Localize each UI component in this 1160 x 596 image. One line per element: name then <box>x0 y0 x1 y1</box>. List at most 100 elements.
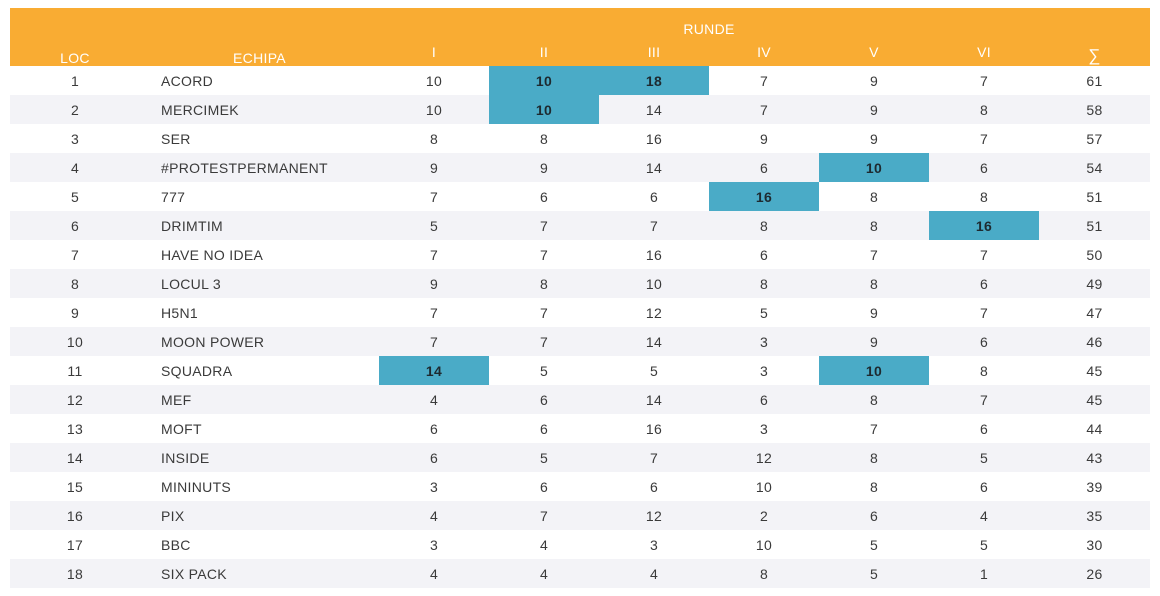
header-loc: LOC <box>10 8 140 66</box>
total-score-cell: 45 <box>1039 385 1150 414</box>
total-score-cell: 57 <box>1039 124 1150 153</box>
round-6-score-cell: 7 <box>929 124 1039 153</box>
round-2-score-cell: 10 <box>489 95 599 124</box>
total-score-cell: 51 <box>1039 182 1150 211</box>
round-2-score-cell: 7 <box>489 298 599 327</box>
rank-cell: 16 <box>10 501 140 530</box>
round-3-score-cell: 16 <box>599 240 709 269</box>
team-name-cell: SER <box>140 124 379 153</box>
round-4-score-cell: 10 <box>709 530 819 559</box>
team-name-cell: MOON POWER <box>140 327 379 356</box>
round-2-score-cell: 5 <box>489 356 599 385</box>
round-2-score-cell: 4 <box>489 530 599 559</box>
rank-cell: 18 <box>10 559 140 588</box>
team-name-cell: BBC <box>140 530 379 559</box>
total-score-cell: 61 <box>1039 66 1150 95</box>
round-4-score-cell: 10 <box>709 472 819 501</box>
round-6-score-cell: 7 <box>929 240 1039 269</box>
total-score-cell: 51 <box>1039 211 1150 240</box>
table-row: 7 HAVE NO IDEA 7 7 16 6 7 7 50 <box>10 240 1150 269</box>
round-2-score-cell: 5 <box>489 443 599 472</box>
round-6-score-cell: 6 <box>929 472 1039 501</box>
round-3-score-cell: 5 <box>599 356 709 385</box>
round-5-score-cell: 9 <box>819 298 929 327</box>
team-name-cell: H5N1 <box>140 298 379 327</box>
round-1-score-cell: 3 <box>379 472 489 501</box>
round-5-score-cell: 6 <box>819 501 929 530</box>
rank-cell: 12 <box>10 385 140 414</box>
round-6-score-cell: 5 <box>929 443 1039 472</box>
round-3-score-cell: 14 <box>599 153 709 182</box>
total-score-cell: 58 <box>1039 95 1150 124</box>
rank-cell: 13 <box>10 414 140 443</box>
round-5-score-cell: 7 <box>819 240 929 269</box>
rank-cell: 2 <box>10 95 140 124</box>
rank-cell: 9 <box>10 298 140 327</box>
round-2-score-cell: 9 <box>489 153 599 182</box>
table-row: 4 #PROTESTPERMANENT 9 9 14 6 10 6 54 <box>10 153 1150 182</box>
round-1-score-cell: 9 <box>379 269 489 298</box>
round-1-score-cell: 3 <box>379 530 489 559</box>
header-team: ECHIPA <box>140 8 379 66</box>
round-4-score-cell: 7 <box>709 66 819 95</box>
round-6-score-cell: 8 <box>929 95 1039 124</box>
total-score-cell: 49 <box>1039 269 1150 298</box>
header-rounds-group: RUNDE <box>379 8 1039 37</box>
round-2-score-cell: 6 <box>489 385 599 414</box>
table-row: 3 SER 8 8 16 9 9 7 57 <box>10 124 1150 153</box>
total-score-cell: 30 <box>1039 530 1150 559</box>
round-5-score-cell: 8 <box>819 385 929 414</box>
round-6-score-cell: 6 <box>929 327 1039 356</box>
table-row: 8 LOCUL 3 9 8 10 8 8 6 49 <box>10 269 1150 298</box>
table-row: 12 MEF 4 6 14 6 8 7 45 <box>10 385 1150 414</box>
table-row: 9 H5N1 7 7 12 5 9 7 47 <box>10 298 1150 327</box>
round-2-score-cell: 7 <box>489 211 599 240</box>
header-round-5: V <box>819 37 929 66</box>
rank-cell: 11 <box>10 356 140 385</box>
round-4-score-cell: 3 <box>709 327 819 356</box>
round-3-score-cell: 14 <box>599 95 709 124</box>
round-2-score-cell: 7 <box>489 240 599 269</box>
round-1-score-cell: 5 <box>379 211 489 240</box>
round-5-score-cell: 8 <box>819 269 929 298</box>
round-1-score-cell: 10 <box>379 66 489 95</box>
round-2-score-cell: 4 <box>489 559 599 588</box>
round-2-score-cell: 8 <box>489 124 599 153</box>
round-1-score-cell: 4 <box>379 385 489 414</box>
total-score-cell: 39 <box>1039 472 1150 501</box>
header-total: ∑ <box>1039 8 1150 66</box>
total-score-cell: 47 <box>1039 298 1150 327</box>
round-1-score-cell: 6 <box>379 443 489 472</box>
table-body: 1 ACORD 10 10 18 7 9 7 61 2 MERCIMEK 10 10 14 7 9 8 58 3 SE… <box>10 66 1150 588</box>
header-round-1: I <box>379 37 489 66</box>
total-score-cell: 43 <box>1039 443 1150 472</box>
round-3-score-cell: 18 <box>599 66 709 95</box>
total-score-cell: 26 <box>1039 559 1150 588</box>
round-1-score-cell: 8 <box>379 124 489 153</box>
round-6-score-cell: 6 <box>929 269 1039 298</box>
round-2-score-cell: 6 <box>489 472 599 501</box>
table-row: 16 PIX 4 7 12 2 6 4 35 <box>10 501 1150 530</box>
total-score-cell: 54 <box>1039 153 1150 182</box>
table-row: 5 777 7 6 6 16 8 8 51 <box>10 182 1150 211</box>
round-4-score-cell: 8 <box>709 559 819 588</box>
round-1-score-cell: 7 <box>379 298 489 327</box>
round-4-score-cell: 3 <box>709 356 819 385</box>
round-4-score-cell: 5 <box>709 298 819 327</box>
round-4-score-cell: 6 <box>709 153 819 182</box>
round-5-score-cell: 10 <box>819 356 929 385</box>
round-1-score-cell: 6 <box>379 414 489 443</box>
table-row: 6 DRIMTIM 5 7 7 8 8 16 51 <box>10 211 1150 240</box>
total-score-cell: 35 <box>1039 501 1150 530</box>
team-name-cell: SIX PACK <box>140 559 379 588</box>
round-4-score-cell: 2 <box>709 501 819 530</box>
team-name-cell: ACORD <box>140 66 379 95</box>
standings-table: LOC ECHIPA RUNDE ∑ I II III IV V VI 1 ACO… <box>10 8 1150 588</box>
total-score-cell: 44 <box>1039 414 1150 443</box>
round-5-score-cell: 8 <box>819 211 929 240</box>
round-6-score-cell: 4 <box>929 501 1039 530</box>
table-row: 18 SIX PACK 4 4 4 8 5 1 26 <box>10 559 1150 588</box>
rank-cell: 17 <box>10 530 140 559</box>
round-3-score-cell: 10 <box>599 269 709 298</box>
round-6-score-cell: 6 <box>929 414 1039 443</box>
